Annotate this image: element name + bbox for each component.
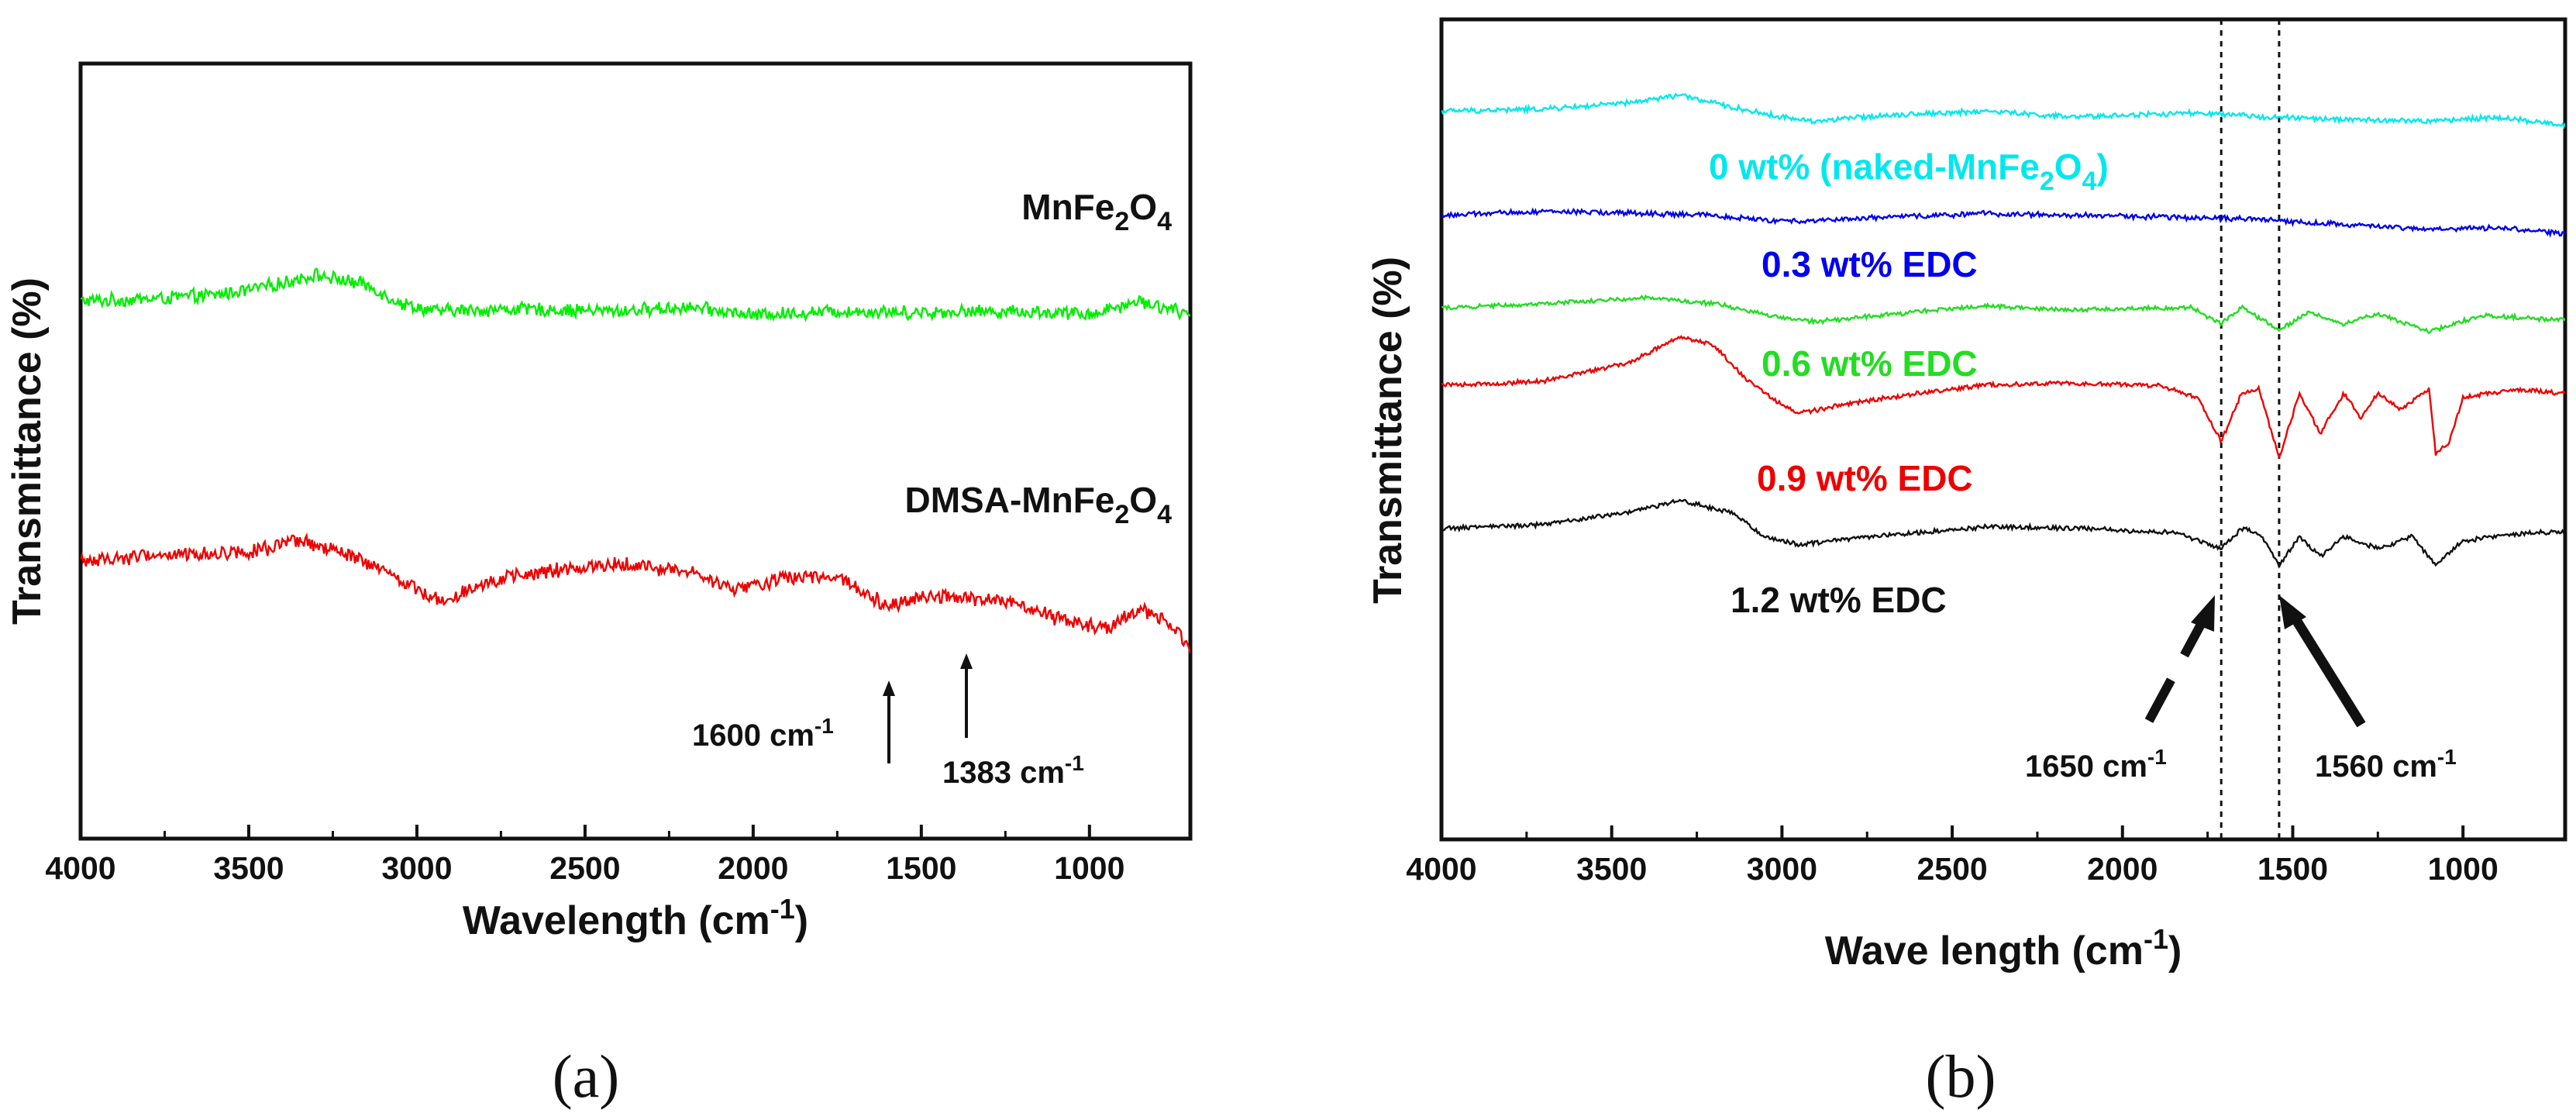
- plot-frame-b: [1439, 17, 2567, 842]
- x-ticks-b: 4000 3500 3000 2500 2000 1500 1000: [1406, 825, 2499, 887]
- x-tick-label: 2000: [718, 850, 788, 886]
- x-tick-label: 2500: [1917, 851, 1987, 887]
- x-tick-label: 2000: [2087, 851, 2158, 887]
- panel-label-b: (b): [1926, 1042, 1996, 1110]
- x-tick-label: 1500: [886, 850, 956, 886]
- arrow-1560: [2279, 595, 2366, 728]
- x-tick-label: 2500: [549, 850, 620, 886]
- arrow-1383: [960, 653, 973, 738]
- series-line-0-3wt: [1441, 207, 2565, 239]
- x-tick-label: 1000: [1054, 850, 1124, 886]
- x-tick-label: 1500: [2257, 851, 2328, 887]
- plot-frame-a: [78, 61, 1193, 841]
- arrow-1650: [2144, 595, 2215, 723]
- x-tick-label: 3000: [381, 850, 452, 886]
- panel-label-a: (a): [553, 1042, 620, 1110]
- label-0-9wt: 0.9 wt% EDC: [1757, 458, 1973, 498]
- series-line-mnfe2o4: [81, 267, 1190, 323]
- y-axis-label-b: Transmittance (%): [1365, 257, 1410, 604]
- annotation-1600: 1600 cm-1: [692, 714, 834, 753]
- panel-b: 4000 3500 3000 2500 2000 1500 1000 0 wt% (nake…: [1365, 17, 2567, 1110]
- label-mnfe2o4: MnFe2O4: [1021, 187, 1172, 236]
- annotation-1560: 1560 cm-1: [2315, 745, 2457, 784]
- x-axis-label-a: Wavelength (cm-1): [463, 893, 808, 943]
- annotation-1383: 1383 cm-1: [942, 751, 1084, 790]
- series-line-dmsa-mnfe2o4: [81, 532, 1190, 654]
- label-0-6wt: 0.6 wt% EDC: [1762, 343, 1978, 384]
- label-1-2wt: 1.2 wt% EDC: [1731, 580, 1947, 620]
- x-tick-label: 4000: [45, 850, 115, 886]
- x-tick-label: 3000: [1747, 851, 1817, 887]
- x-ticks-a: 4000 3500 3000 2500 2000 1500 1000: [45, 825, 1124, 886]
- series-line-0wt: [1441, 92, 2565, 129]
- x-tick-label: 1000: [2428, 851, 2499, 887]
- x-tick-label: 3500: [213, 850, 284, 886]
- label-dmsa-mnfe2o4: DMSA-MnFe2O4: [905, 480, 1173, 529]
- x-axis-label-b: Wave length (cm-1): [1825, 923, 2182, 973]
- annotation-1650: 1650 cm-1: [2025, 745, 2167, 784]
- series-line-0-9wt: [1441, 335, 2565, 460]
- series-line-1-2wt: [1441, 498, 2565, 569]
- label-0wt: 0 wt% (naked-MnFe2O4): [1709, 146, 2109, 196]
- y-axis-label-a: Transmittance (%): [5, 277, 50, 625]
- panel-a: 4000 3500 3000 2500 2000 1500 1000 MnFe2O4 DMS…: [5, 61, 1193, 1110]
- label-0-3wt: 0.3 wt% EDC: [1762, 244, 1978, 284]
- series-line-0-6wt: [1441, 294, 2565, 335]
- arrow-1600: [883, 681, 895, 763]
- x-tick-label: 4000: [1406, 851, 1476, 887]
- x-tick-label: 3500: [1576, 851, 1647, 887]
